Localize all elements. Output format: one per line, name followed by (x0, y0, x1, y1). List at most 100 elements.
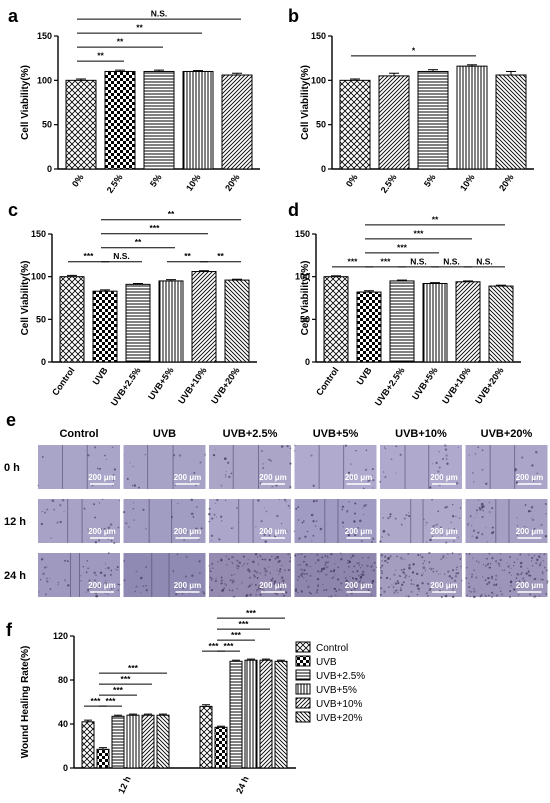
micrograph-cell (327, 561, 329, 563)
micrograph-cell (123, 560, 125, 562)
micrograph-cell (488, 511, 491, 513)
micrograph-cell (381, 560, 383, 562)
micrograph-cell (98, 502, 101, 504)
micrograph-cell (355, 449, 357, 452)
micrograph-cell (215, 577, 217, 580)
micrograph-cell (247, 586, 250, 588)
micrograph-cell (481, 515, 484, 519)
scale-bar-label: 200 μm (259, 527, 287, 536)
micrograph-cell (140, 592, 142, 594)
c-ytick-label: 150 (31, 229, 46, 239)
micrograph-cell (210, 579, 213, 581)
micrograph-cell (371, 579, 375, 583)
micrograph-cell (304, 535, 307, 538)
micrograph-cell (94, 541, 98, 544)
micrograph-cell (357, 561, 360, 565)
micrograph-cell (271, 485, 274, 488)
micrograph-cell (297, 506, 300, 509)
micrograph-cell (276, 569, 278, 571)
micrograph-cell (455, 515, 457, 517)
a-significance-label: ** (117, 37, 124, 47)
micrograph-cell (353, 565, 355, 568)
f-significance-label: *** (91, 696, 102, 706)
micrograph-cell (42, 572, 45, 576)
d-ytick-label: 150 (295, 229, 310, 239)
micrograph-cell (362, 573, 365, 577)
micrograph-cell (289, 462, 292, 465)
micrograph-cell (104, 563, 106, 565)
micrograph-cell (460, 565, 462, 568)
micrograph-cell (335, 590, 338, 593)
micrograph-cell (359, 519, 362, 523)
micrograph-cell (87, 590, 89, 593)
micrograph-cell (396, 555, 399, 558)
f-ytick-label: 0 (63, 763, 68, 773)
micrograph-cell (481, 533, 484, 536)
micrograph-cell (477, 446, 480, 449)
micrograph-cell (351, 476, 354, 479)
micrograph-cell (285, 591, 288, 594)
f-significance-label: *** (128, 663, 139, 673)
micrograph-cell (191, 586, 194, 588)
micrograph-cell (182, 587, 184, 589)
a-y-axis-label: Cell Viability(%) (20, 65, 31, 140)
micrograph-cell (253, 575, 256, 578)
a-bar (65, 79, 97, 170)
micrograph-cell (234, 574, 236, 576)
a-significance-label: N.S. (151, 9, 168, 19)
micrograph-cell (278, 583, 281, 586)
micrograph-cell (500, 590, 502, 592)
micrograph-cell (105, 579, 107, 582)
d-y-axis-label: Cell Viability(%) (300, 261, 311, 336)
micrograph-cell (193, 471, 196, 474)
micrograph-cell (259, 555, 262, 558)
micrograph-cell (445, 541, 448, 544)
micrograph-cell (353, 512, 357, 515)
micrograph-cell (198, 529, 201, 532)
micrograph-cell (280, 583, 283, 586)
micrograph-cell (302, 520, 305, 522)
micrograph-cell (271, 577, 274, 580)
micrograph-cell (103, 587, 106, 590)
micrograph-cell (330, 552, 333, 556)
micrograph-cell (319, 571, 321, 573)
micrograph-cell (425, 524, 427, 526)
micrograph-cell (347, 533, 351, 537)
micrograph-cell (88, 531, 90, 533)
micrograph-cell (211, 562, 214, 565)
a-category-label: 20% (223, 172, 242, 192)
micrograph-cell (94, 446, 97, 449)
micrograph-cell (208, 520, 211, 523)
micrograph-cell (320, 570, 323, 573)
micrograph-cell (267, 528, 270, 531)
micrograph-cell (208, 512, 211, 516)
micrograph-cell (403, 517, 406, 520)
micrograph-cell (341, 558, 343, 560)
micrograph-cell (316, 577, 320, 581)
micrograph-cell (271, 583, 273, 586)
micrograph-cell (473, 595, 476, 599)
micrograph-cell (285, 530, 288, 533)
f-bar (126, 714, 140, 769)
micrograph-cell (428, 588, 432, 591)
d-significance-label: *** (348, 256, 359, 266)
micrograph-cell (332, 569, 335, 573)
micrograph-cell (400, 523, 403, 526)
micrograph-cell (520, 573, 522, 576)
micrograph-cell (451, 595, 455, 599)
micrograph-cell (112, 474, 115, 477)
c-y-axis-label: Cell Viability(%) (20, 261, 31, 336)
micrograph-cell (225, 584, 228, 586)
micrograph-cell (521, 572, 523, 574)
micrograph-cell (421, 582, 424, 585)
micrograph-cell (370, 594, 372, 596)
micrograph-cell (236, 588, 238, 590)
f-legend-label: UVB+2.5% (316, 671, 365, 682)
micrograph-cell (231, 527, 233, 529)
micrograph-cell (435, 523, 438, 526)
micrograph-cell (451, 569, 455, 572)
micrograph-cell (518, 585, 520, 588)
micrograph-cell (517, 573, 520, 576)
micrograph-cell (303, 569, 306, 572)
micrograph-cell (356, 583, 358, 586)
